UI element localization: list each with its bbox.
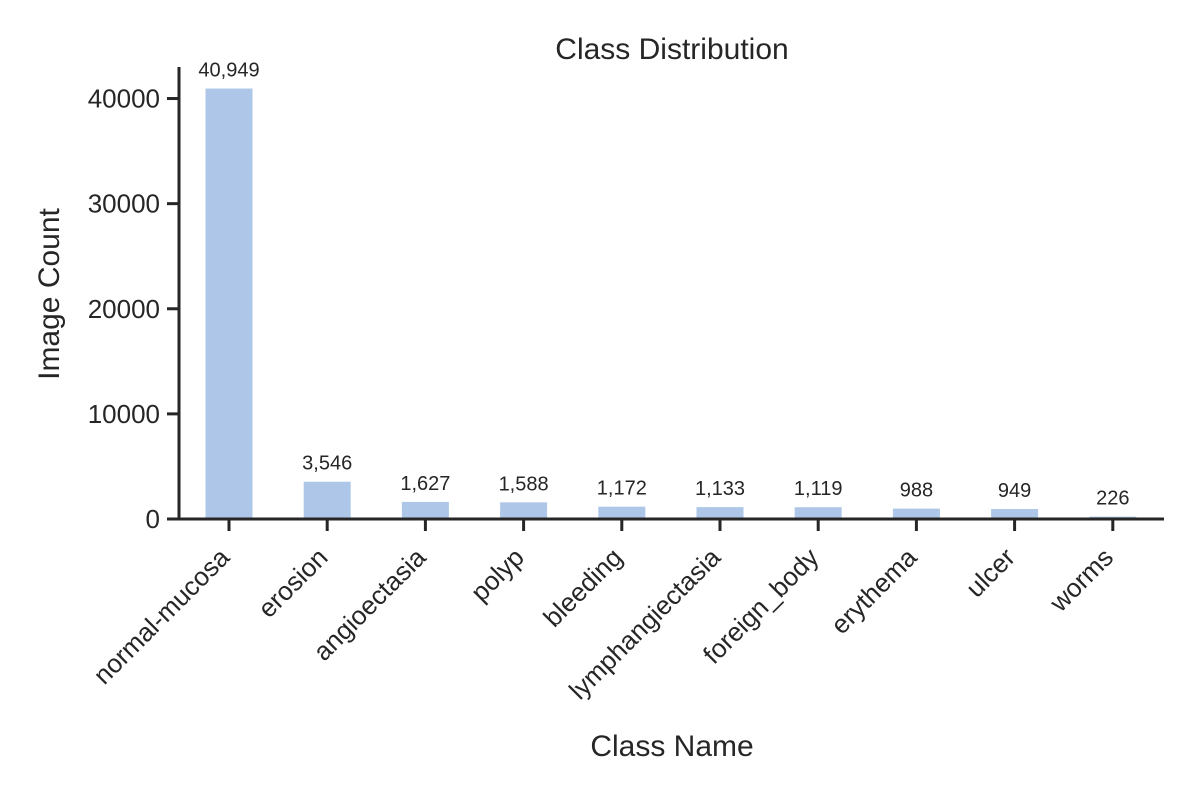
bar-value-labels: 40,949 3,546 1,627 1,588 1,172 1,133 1,119 988 9… xyxy=(198,60,1129,510)
x-tick-label-bleeding: bleeding xyxy=(537,542,628,633)
y-tick-label-0: 0 xyxy=(146,504,160,534)
y-tick-label-10000: 10000 xyxy=(88,399,160,429)
bar-value-label-worms: 226 xyxy=(1096,488,1129,510)
y-axis-ticks: 0 10000 20000 30000 40000 xyxy=(88,84,179,534)
bar-value-label-lymphangiectasia: 1,133 xyxy=(695,478,745,500)
bar-value-label-erosion: 3,546 xyxy=(302,453,352,475)
x-tick-label-worms: worms xyxy=(1043,542,1119,618)
y-axis-label: Image Count xyxy=(33,207,66,379)
bar-value-label-angioectasia: 1,627 xyxy=(400,473,450,495)
y-tick-label-30000: 30000 xyxy=(88,189,160,219)
bar-value-label-bleeding: 1,172 xyxy=(597,478,647,500)
bar-erosion xyxy=(303,481,351,519)
bar-value-label-polyp: 1,588 xyxy=(499,473,549,495)
x-axis-label: Class Name xyxy=(590,730,753,763)
x-tick-label-ulcer: ulcer xyxy=(960,542,1021,603)
bar-polyp xyxy=(500,502,548,519)
y-tick-label-40000: 40000 xyxy=(88,84,160,114)
bar-foreign-body xyxy=(794,507,842,519)
x-tick-label-erosion: erosion xyxy=(252,542,334,624)
bar-angioectasia xyxy=(401,501,449,519)
bar-value-label-foreign-body: 1,119 xyxy=(794,478,843,500)
y-tick-label-20000: 20000 xyxy=(88,294,160,324)
bar-value-label-erythema: 988 xyxy=(900,480,933,502)
bar-normal-mucosa xyxy=(205,88,253,519)
bar-lymphangiectasia xyxy=(696,507,744,519)
x-tick-label-polyp: polyp xyxy=(465,542,530,607)
bar-value-label-normal-mucosa: 40,949 xyxy=(198,60,259,82)
bar-value-label-ulcer: 949 xyxy=(998,480,1031,502)
x-tick-label-erythema: erythema xyxy=(825,542,923,640)
chart-title: Class Distribution xyxy=(555,33,788,66)
bar-ulcer xyxy=(991,509,1039,519)
bar-bleeding xyxy=(598,506,646,519)
bar-erythema xyxy=(892,508,940,519)
x-tick-label-normal-mucosa: normal-mucosa xyxy=(87,542,235,690)
